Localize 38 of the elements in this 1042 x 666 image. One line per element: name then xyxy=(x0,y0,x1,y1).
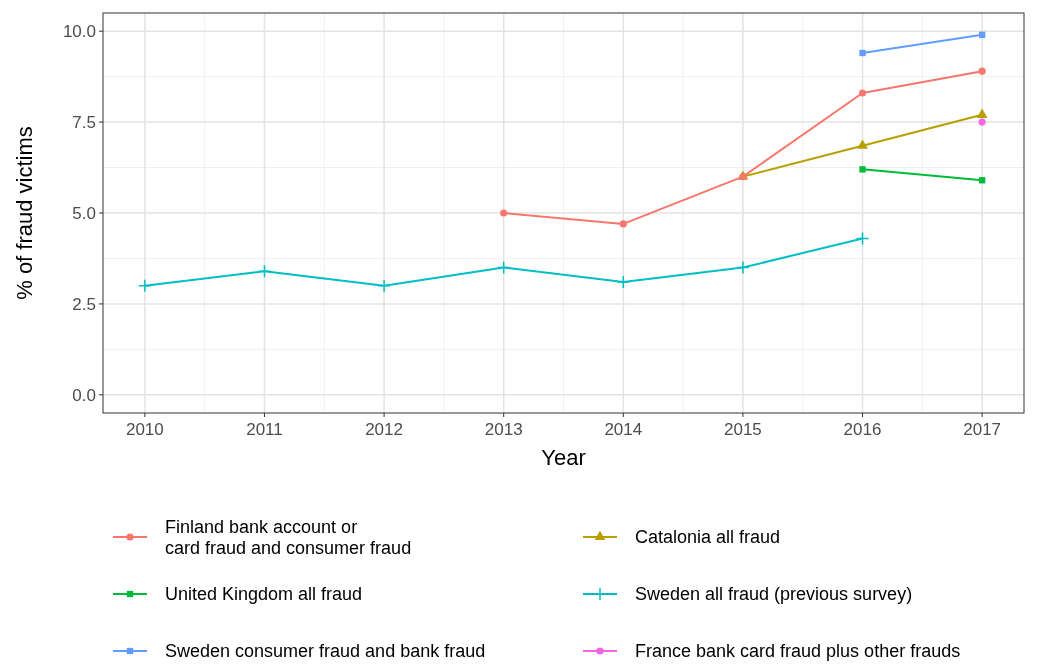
x-tick-label: 2013 xyxy=(484,420,523,439)
point xyxy=(858,89,867,97)
x-tick-label: 2016 xyxy=(843,420,882,439)
y-tick-label: 10.0 xyxy=(62,22,96,42)
x-tick-label: 2011 xyxy=(246,420,283,439)
point xyxy=(978,67,986,75)
x-axis-title: Year xyxy=(541,445,586,470)
x-tick-label: 2014 xyxy=(604,420,643,439)
point xyxy=(978,177,986,184)
legend-label: France bank card fraud plus other frauds xyxy=(635,641,961,662)
x-tick-label: 2012 xyxy=(365,420,403,439)
y-tick-label: 5.0 xyxy=(72,203,96,223)
point xyxy=(978,31,986,38)
legend-label: United Kingdom all fraud xyxy=(165,584,363,605)
y-tick-label: 0.0 xyxy=(72,385,96,405)
legend-label: Catalonia all fraud xyxy=(635,527,781,548)
legend-label: Finland bank account or card fraud and consumer fraud xyxy=(165,517,412,558)
point xyxy=(855,231,870,246)
point xyxy=(257,264,272,278)
point xyxy=(859,166,866,173)
point xyxy=(859,49,866,57)
y-axis-title: % of fraud victims xyxy=(12,126,37,300)
y-tick-label: 7.5 xyxy=(72,113,96,133)
point xyxy=(377,278,391,293)
point xyxy=(857,139,868,149)
x-tick-label: 2017 xyxy=(963,420,1002,439)
y-tick-label: 2.5 xyxy=(72,294,96,314)
point xyxy=(500,209,508,217)
point xyxy=(138,278,152,293)
legend-label: Sweden consumer fraud and bank fraud xyxy=(165,641,486,662)
point xyxy=(616,275,631,289)
legend-label: Sweden all fraud (previous survey) xyxy=(635,584,913,605)
point xyxy=(619,220,627,228)
point xyxy=(736,260,750,275)
point xyxy=(496,260,511,275)
point xyxy=(976,108,988,118)
x-tick-label: 2010 xyxy=(125,420,164,439)
x-tick-label: 2015 xyxy=(724,420,762,439)
